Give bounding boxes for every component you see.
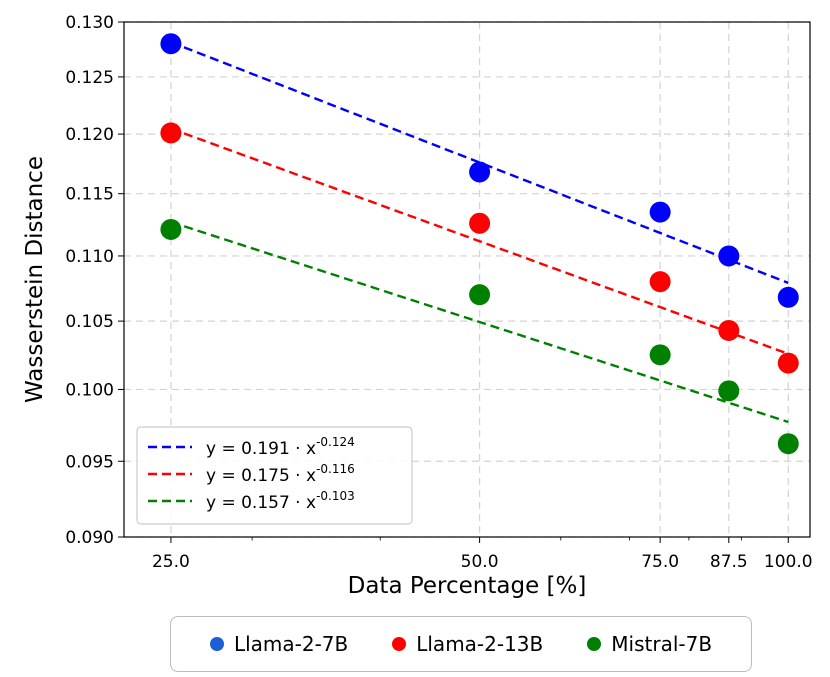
- y-tick-label: 0.090: [65, 528, 114, 548]
- data-point-llama-2-7b: [777, 286, 799, 308]
- legend-item-llama-2-13b: Llama-2-13B: [392, 632, 543, 656]
- data-point-llama-2-7b: [469, 161, 491, 183]
- y-tick-label: 0.125: [65, 68, 114, 88]
- y-axis-title: Wasserstein Distance: [22, 156, 48, 403]
- data-point-llama-2-13b: [649, 271, 671, 293]
- y-tick-label: 0.110: [65, 247, 114, 267]
- y-axis-ticks: 0.090 0.095 0.100 0.105 0.110 0.115 0.120 0.125…: [65, 13, 124, 548]
- fit-legend: y = 0.191 · x-0.124 y = 0.175 · x-0.116 y …: [136, 426, 413, 525]
- data-point-llama-2-7b: [160, 33, 182, 55]
- fit-legend-box: [136, 426, 413, 525]
- fit-line-mistral-7b: [170, 220, 789, 424]
- y-tick-label: 0.105: [65, 312, 114, 332]
- x-tick-label: 75.0: [641, 552, 679, 572]
- data-point-llama-2-13b: [160, 122, 182, 144]
- chart: 0.090 0.095 0.100 0.105 0.110 0.115 0.120 0.125…: [22, 13, 813, 599]
- y-tick-label: 0.100: [65, 380, 114, 400]
- x-tick-label: 100.0: [764, 552, 813, 572]
- y-tick-label: 0.120: [65, 125, 114, 145]
- fit-line-llama-2-13b: [170, 127, 789, 355]
- data-point-mistral-7b: [649, 344, 671, 366]
- data-point-mistral-7b: [469, 284, 491, 306]
- data-points: [160, 33, 799, 455]
- x-axis-title: Data Percentage [%]: [348, 573, 587, 599]
- data-point-llama-2-13b: [718, 319, 740, 341]
- fit-lines: [170, 41, 789, 424]
- y-tick-label: 0.115: [65, 185, 114, 205]
- data-point-llama-2-7b: [718, 245, 740, 267]
- legend-dot-llama-2-13b: [392, 637, 407, 651]
- y-tick-label: 0.130: [65, 13, 114, 33]
- legend-label-llama-2-13b: Llama-2-13B: [416, 632, 544, 656]
- data-point-mistral-7b: [160, 218, 182, 240]
- y-tick-label: 0.095: [65, 452, 114, 472]
- data-point-llama-2-13b: [469, 212, 491, 234]
- legend-label-llama-2-7b: Llama-2-7B: [233, 632, 349, 656]
- x-axis-ticks: 25.0 50.0 75.0 87.5 100.0: [152, 537, 813, 572]
- x-tick-label: 25.0: [152, 552, 190, 572]
- fit-legend-label: y = 0.191 · x-0.124: [206, 435, 355, 459]
- data-point-mistral-7b: [777, 433, 799, 455]
- legend-item-llama-2-7b: Llama-2-7B: [209, 632, 349, 656]
- legend-item-mistral-7b: Mistral-7B: [587, 632, 712, 656]
- data-point-llama-2-13b: [777, 352, 799, 374]
- fit-line-llama-2-7b: [170, 41, 789, 285]
- data-point-mistral-7b: [718, 380, 740, 402]
- fit-legend-label: y = 0.175 · x-0.116: [206, 462, 355, 486]
- data-point-llama-2-7b: [649, 201, 671, 223]
- x-tick-label: 87.5: [710, 552, 748, 572]
- legend-dot-mistral-7b: [587, 637, 602, 651]
- x-tick-label: 50.0: [461, 552, 499, 572]
- legend-label-mistral-7b: Mistral-7B: [611, 632, 713, 656]
- legend-dot-llama-2-7b: [209, 637, 224, 651]
- fit-legend-label: y = 0.157 · x-0.103: [206, 489, 355, 513]
- plot-frame: [123, 21, 811, 538]
- series-legend: Llama-2-7B Llama-2-13B Mistral-7B: [170, 616, 752, 672]
